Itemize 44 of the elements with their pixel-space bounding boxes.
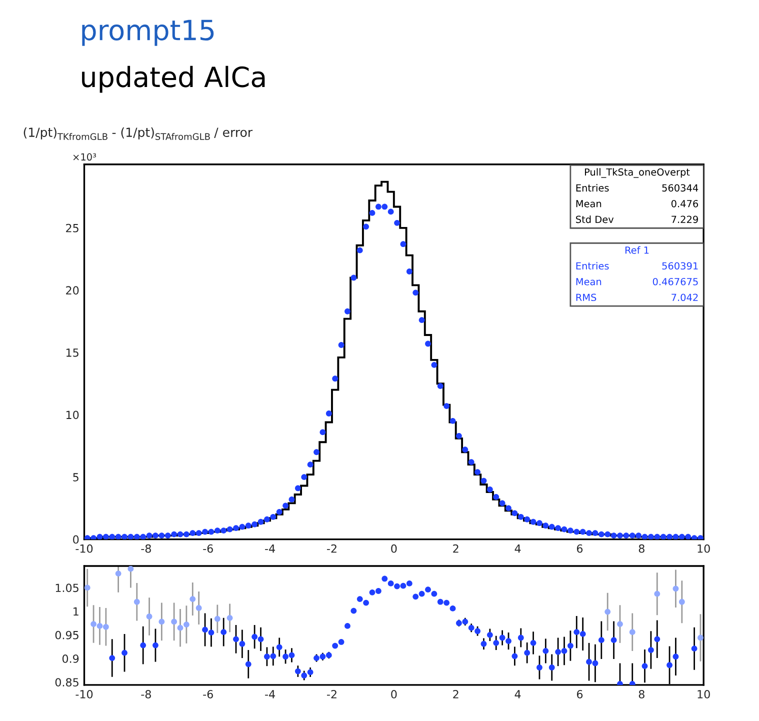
y-tick-label: 15 <box>66 348 78 357</box>
x-tick-label: -8 <box>141 690 151 698</box>
text: Mean 0.476 <box>576 200 698 208</box>
x-tick-label: 4 <box>514 690 521 698</box>
annotation: Pull_TkSta_oneOverpt <box>584 168 690 178</box>
y-tick-label: 25 <box>66 224 78 232</box>
x-tick-label: -2 <box>326 690 336 698</box>
x-tick-label: -10 <box>76 690 93 698</box>
x-tick-label: 2 <box>453 690 458 698</box>
y-tick-label: 1 <box>74 607 78 616</box>
text: Entries 560344 <box>576 184 698 192</box>
y-tick-label: 5 <box>73 473 78 482</box>
x-tick-label: 10 <box>698 690 710 698</box>
text: RMS 7.042 <box>576 294 698 302</box>
y-tick-label: 1.05 <box>56 584 78 592</box>
x-tick-label: -2 <box>326 544 336 553</box>
y-tick-label: 20 <box>66 286 79 295</box>
x-tick-label: 4 <box>514 544 521 553</box>
x-tick-label: -4 <box>265 544 275 553</box>
x-tick-label: -8 <box>141 544 151 553</box>
x-tick-label: 0 <box>391 690 397 698</box>
x-tick-label: 10 <box>698 544 710 553</box>
y-tick-label: 0.85 <box>55 678 78 686</box>
x-tick-label: 6 <box>576 544 583 553</box>
annotation: Ref 1 <box>625 246 649 254</box>
y-tick-label: 10 <box>66 410 79 420</box>
text: Entries 560391 <box>576 262 698 270</box>
y-tick-label: 0 <box>73 535 79 544</box>
chart-title: prompt15 <box>82 20 214 46</box>
text: ×10³ <box>73 153 96 161</box>
text: Mean 0.467675 <box>576 278 698 286</box>
x-tick-label: 2 <box>453 544 458 553</box>
chart-subtitle: updated AlCa <box>82 66 265 93</box>
y-tick-label: 0.9 <box>62 654 79 663</box>
x-tick-label: -4 <box>265 690 275 698</box>
x-tick-label: 6 <box>576 690 583 698</box>
x-tick-label: -6 <box>203 690 213 698</box>
x-tick-label: 0 <box>391 544 397 553</box>
y-tick-label: 0.95 <box>55 630 78 640</box>
x-tick-label: -10 <box>76 544 93 553</box>
x-tick-label: 8 <box>638 544 644 553</box>
x-tick-label: 8 <box>638 690 644 698</box>
x-tick-label: -6 <box>203 544 213 553</box>
text: Std Dev 7.229 <box>576 216 698 224</box>
